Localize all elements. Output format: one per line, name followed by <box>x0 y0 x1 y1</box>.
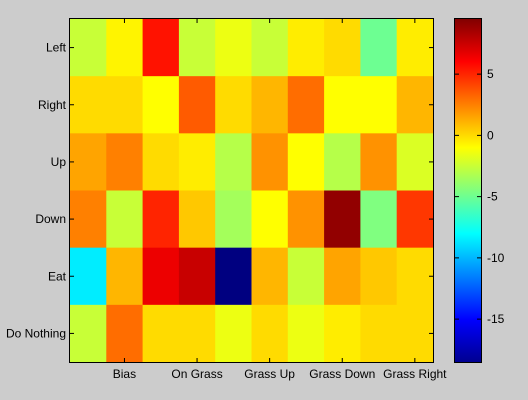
heatmap-cell <box>324 190 361 249</box>
heatmap-cell <box>142 247 180 306</box>
heatmap-cells <box>70 19 434 363</box>
heatmap-cell <box>215 304 252 363</box>
colorbar-tick-label: -10 <box>487 251 505 265</box>
column-label: Grass Up <box>244 367 295 381</box>
heatmap-cell <box>360 76 398 134</box>
heatmap-cell <box>251 304 289 363</box>
row-labels: Left Right Up Down Eat Do Nothing <box>6 41 433 340</box>
heatmap-cell <box>106 76 144 134</box>
heatmap-cell <box>70 133 107 191</box>
row-label: Eat <box>48 269 67 283</box>
heatmap-cell <box>287 19 325 77</box>
colorbar-tick-label: -5 <box>487 190 498 204</box>
heatmap-cell <box>324 76 361 134</box>
row-label: Left <box>46 41 67 55</box>
heatmap-cell <box>215 19 252 77</box>
heatmap-cell <box>251 247 289 306</box>
heatmap-cell <box>396 76 434 134</box>
row-label: Right <box>38 98 67 112</box>
heatmap-cell <box>106 133 144 191</box>
heatmap-cell <box>178 247 216 306</box>
heatmap-cell <box>142 133 180 191</box>
heatmap-cell <box>360 247 398 306</box>
colorbar <box>454 18 482 363</box>
heatmap-cell <box>178 133 216 191</box>
heatmap-cell <box>215 76 252 134</box>
heatmap-cell <box>287 133 325 191</box>
heatmap-cell <box>324 133 361 191</box>
heatmap-cell <box>324 247 361 306</box>
heatmap-cell <box>70 190 107 249</box>
heatmap-cell <box>142 19 180 77</box>
heatmap-cell <box>360 190 398 249</box>
heatmap-cell <box>287 304 325 363</box>
heatmap-cell <box>142 190 180 249</box>
row-label: Do Nothing <box>6 326 66 340</box>
heatmap-cell <box>324 19 361 77</box>
heatmap-cell <box>396 304 434 363</box>
heatmap-cell <box>178 76 216 134</box>
heatmap-cell <box>287 247 325 306</box>
heatmap-cell <box>360 19 398 77</box>
colorbar-tick-label: -15 <box>487 312 505 326</box>
heatmap-cell <box>287 76 325 134</box>
heatmap-cell <box>396 247 434 306</box>
heatmap-cell <box>106 247 144 306</box>
heatmap-cell <box>360 133 398 191</box>
heatmap-cell <box>215 247 252 306</box>
row-label: Down <box>35 212 66 226</box>
heatmap-cell <box>215 190 252 249</box>
column-label: Grass Right <box>383 367 447 381</box>
plot-frame <box>69 18 434 363</box>
heatmap-cell <box>106 190 144 249</box>
heatmap-cell <box>251 76 289 134</box>
column-label: Grass Down <box>309 367 375 381</box>
colorbar-tick-label: 0 <box>487 128 494 142</box>
heatmap-cell <box>70 247 107 306</box>
heatmap-cell <box>142 304 180 363</box>
heatmap-cell <box>251 133 289 191</box>
heatmap-cell <box>106 19 144 77</box>
heatmap-cell <box>142 76 180 134</box>
heatmap-cell <box>251 19 289 77</box>
heatmap-cell <box>178 304 216 363</box>
column-labels: Bias On Grass Grass Up Grass Down Grass Righ… <box>113 19 447 381</box>
heatmap-cell <box>106 304 144 363</box>
heatmap-cell <box>360 304 398 363</box>
heatmap-cell <box>287 190 325 249</box>
colorbar-tick-label: 5 <box>487 67 494 81</box>
row-label: Up <box>51 155 67 169</box>
column-label: Bias <box>113 367 136 381</box>
colorbar-ticks: 5 0 -5 -10 -15 <box>455 67 505 326</box>
heatmap-cell <box>70 19 107 77</box>
heatmap-cell <box>70 76 107 134</box>
heatmap-cell <box>396 19 434 77</box>
heatmap-cell <box>251 190 289 249</box>
heatmap-cell <box>215 133 252 191</box>
heatmap-cell <box>396 133 434 191</box>
heatmap-cell <box>178 19 216 77</box>
heatmap-cell <box>324 304 361 363</box>
heatmap-cell <box>396 190 434 249</box>
heatmap-cell <box>70 304 107 363</box>
column-label: On Grass <box>171 367 222 381</box>
heatmap-cell <box>178 190 216 249</box>
